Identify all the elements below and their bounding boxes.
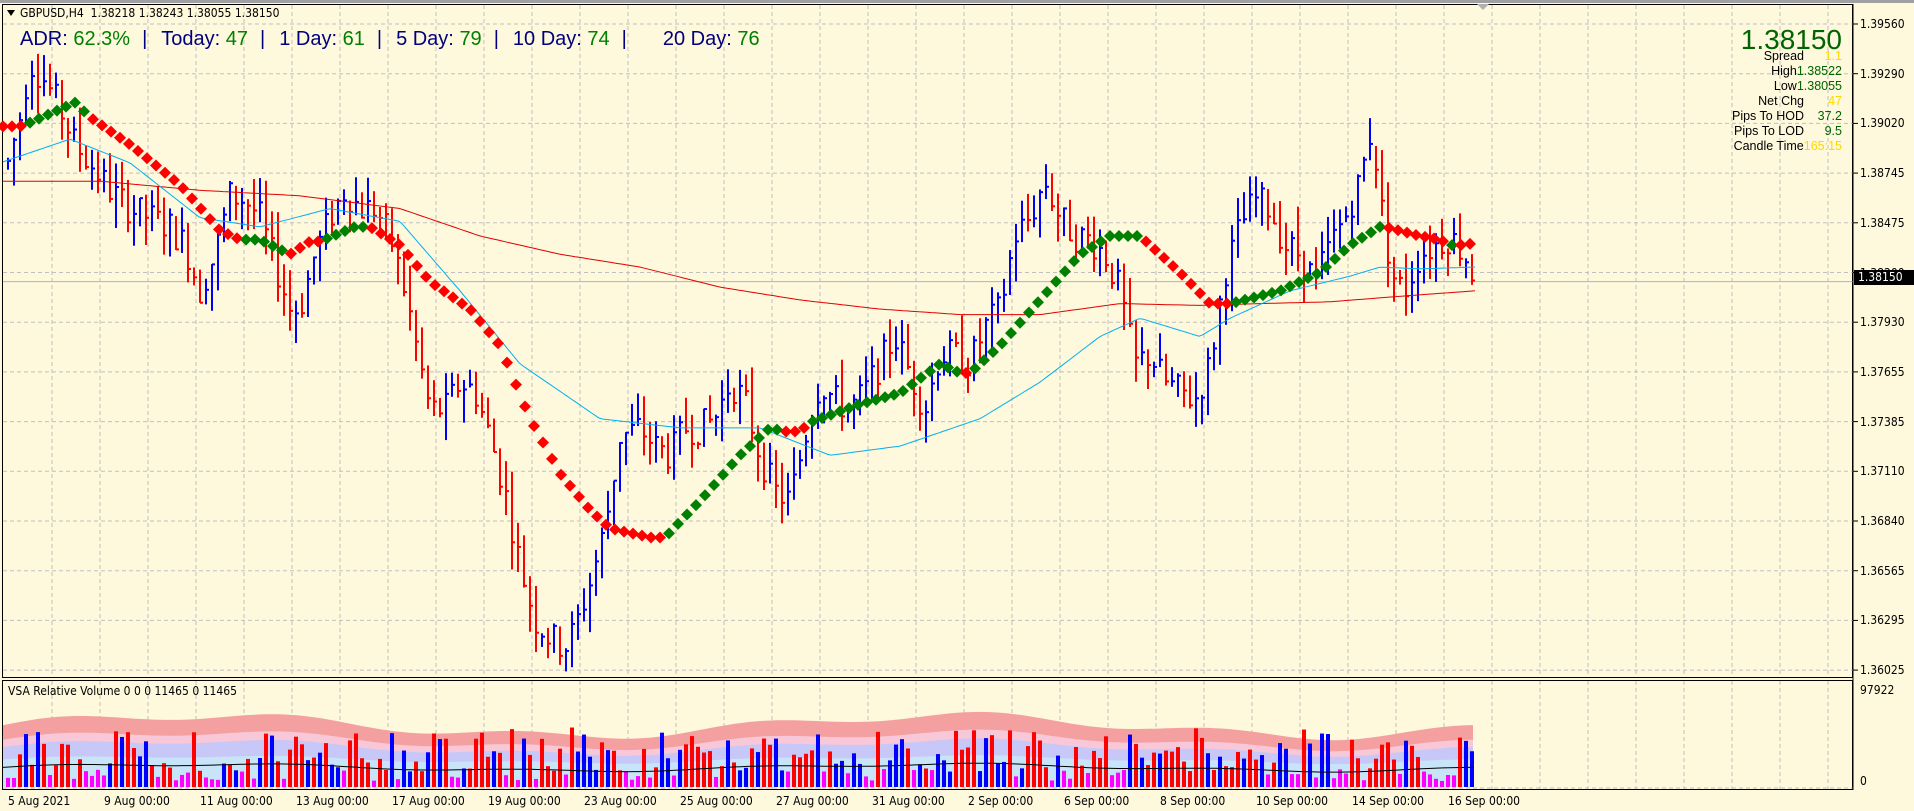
info-label: Pips To LOD: [1734, 124, 1804, 138]
window-top-border: [0, 0, 1914, 3]
time-tick-label: 23 Aug 00:00: [584, 794, 657, 808]
info-value: 37.2: [1817, 109, 1842, 123]
time-tick-label: 14 Sep 00:00: [1352, 794, 1425, 808]
chart-title: GBPUSD,H4 1.38218 1.38243 1.38055 1.3815…: [7, 6, 279, 20]
adr-separator: |: [260, 28, 266, 50]
adr-separator: |: [142, 28, 148, 50]
info-rows: Spread 1.1 High 1.38522 Low 1.38055 Net Chg 47 P…: [1702, 49, 1842, 154]
adr-value: 61: [342, 28, 365, 50]
price-tick-label: 1.36840: [1860, 514, 1905, 528]
volume-min-label: 0: [1860, 774, 1867, 788]
adr-label: Today:: [161, 28, 221, 50]
current-price-tag: 1.38150: [1854, 270, 1914, 285]
price-tick-label: 1.37930: [1860, 315, 1905, 330]
adr-label: 5 Day:: [396, 28, 454, 50]
time-tick-label: 9 Aug 00:00: [104, 794, 170, 808]
time-tick-label: 19 Aug 00:00: [488, 794, 561, 808]
vsa-volume-title: VSA Relative Volume 0 0 0 11465 0 11465: [8, 684, 237, 698]
collapse-triangle-icon[interactable]: [7, 10, 15, 16]
time-tick-label: 6 Sep 00:00: [1064, 794, 1130, 808]
info-value: 165:15: [1803, 139, 1842, 153]
adr-separator: |: [621, 28, 627, 50]
volume-max-label: 97922: [1860, 683, 1895, 697]
info-value: 1.38522: [1796, 64, 1842, 78]
info-value: 1.1: [1824, 49, 1842, 63]
adr-value: 74: [587, 28, 610, 50]
adr-separator: |: [493, 28, 499, 50]
time-tick-label: 25 Aug 00:00: [680, 794, 753, 808]
info-label: Net Chg: [1758, 94, 1804, 108]
time-tick-label: 17 Aug 00:00: [392, 794, 465, 808]
current-price: 1.38150: [1740, 24, 1842, 55]
info-row: High 1.38522: [1702, 64, 1842, 79]
time-tick-label: 16 Sep 00:00: [1448, 794, 1521, 808]
price-tick-label: 1.36295: [1860, 613, 1905, 628]
adr-label: ADR:: [20, 28, 68, 50]
adr-indicator: ADR: 62.3% | Today: 47 | 1 Day: 61 | 5 Day: 79…: [20, 28, 760, 51]
adr-separator: |: [376, 28, 383, 50]
price-tick-label: 1.36565: [1860, 563, 1905, 578]
time-tick-label: 10 Sep 00:00: [1256, 794, 1329, 808]
time-tick-label: 5 Aug 2021: [8, 794, 71, 808]
adr-value: 62.3%: [73, 28, 131, 50]
time-tick-label: 31 Aug 00:00: [872, 794, 945, 808]
price-tick-label: 1.39020: [1860, 116, 1905, 131]
adr-label: 20 Day:: [662, 28, 732, 50]
info-label: Pips To HOD: [1731, 109, 1804, 123]
price-tick-label: 1.37655: [1860, 364, 1905, 379]
price-tick-label: 1.38475: [1860, 215, 1905, 230]
info-label: Low: [1773, 79, 1797, 93]
info-row: Net Chg 47: [1702, 94, 1842, 109]
adr-value: 47: [225, 28, 249, 50]
info-row: Pips To HOD 37.2: [1702, 109, 1842, 124]
time-tick-label: 11 Aug 00:00: [200, 794, 273, 808]
time-tick-label: 27 Aug 00:00: [776, 794, 849, 808]
time-tick-label: 2 Sep 00:00: [968, 794, 1034, 808]
symbol-timeframe: GBPUSD,H4: [20, 6, 84, 20]
price-tick-label: 1.37110: [1860, 464, 1905, 479]
info-label: High: [1771, 64, 1797, 78]
adr-label: 10 Day:: [512, 28, 582, 50]
ohlc-values: 1.38218 1.38243 1.38055 1.38150: [90, 6, 280, 20]
info-label: Spread: [1763, 49, 1804, 63]
time-tick-label: 13 Aug 00:00: [296, 794, 369, 808]
info-label: Candle Time: [1733, 139, 1804, 153]
adr-label: 1 Day:: [279, 28, 338, 50]
price-tick-label: 1.38745: [1860, 166, 1905, 181]
time-tick-label: 8 Sep 00:00: [1160, 794, 1226, 808]
price-tick-label: 1.37385: [1860, 414, 1905, 429]
adr-value: 79: [459, 28, 482, 50]
price-tick-label: 1.39560: [1860, 17, 1905, 31]
chart-shift-marker-icon[interactable]: [1477, 4, 1489, 10]
price-tick-label: 1.36025: [1860, 663, 1905, 678]
info-value: 1.38055: [1796, 79, 1842, 93]
info-row: Candle Time 165:15: [1702, 139, 1842, 154]
info-value: 47: [1828, 94, 1842, 108]
info-row: Low 1.38055: [1702, 79, 1842, 94]
price-tick-label: 1.39290: [1860, 66, 1905, 81]
adr-value: 76: [737, 28, 760, 50]
info-value: 9.5: [1824, 124, 1842, 138]
info-row: Spread 1.1: [1702, 49, 1842, 64]
info-row: Pips To LOD 9.5: [1702, 124, 1842, 139]
